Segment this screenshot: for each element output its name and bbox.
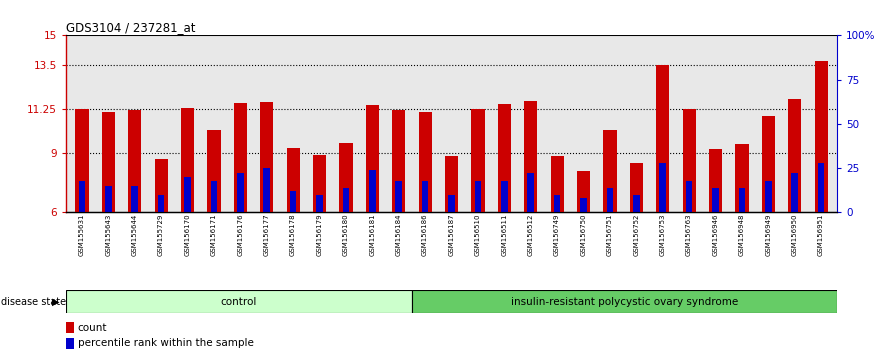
Text: insulin-resistant polycystic ovary syndrome: insulin-resistant polycystic ovary syndr… bbox=[511, 297, 738, 307]
Bar bbox=[158, 195, 165, 212]
Text: control: control bbox=[220, 297, 257, 307]
Bar bbox=[738, 188, 745, 212]
Bar bbox=[551, 156, 564, 212]
Bar bbox=[211, 181, 218, 212]
Bar bbox=[554, 195, 560, 212]
Bar bbox=[524, 101, 537, 212]
Bar bbox=[316, 195, 322, 212]
Bar bbox=[105, 186, 112, 212]
Bar bbox=[762, 116, 775, 212]
Bar bbox=[633, 195, 640, 212]
Bar bbox=[498, 104, 511, 212]
Bar bbox=[392, 110, 405, 212]
Bar bbox=[501, 181, 507, 212]
Bar bbox=[683, 109, 696, 212]
Bar bbox=[154, 159, 167, 212]
Bar bbox=[422, 181, 428, 212]
Bar bbox=[207, 130, 220, 212]
Bar bbox=[607, 188, 613, 212]
Bar bbox=[66, 322, 74, 333]
Bar bbox=[181, 108, 194, 212]
Bar bbox=[66, 290, 411, 313]
Bar bbox=[581, 198, 587, 212]
Bar bbox=[128, 110, 141, 212]
Bar bbox=[131, 186, 138, 212]
Text: ▶: ▶ bbox=[52, 297, 60, 307]
Bar bbox=[712, 188, 719, 212]
Bar bbox=[630, 163, 643, 212]
Bar bbox=[528, 173, 534, 212]
Bar bbox=[339, 143, 352, 212]
Bar bbox=[418, 112, 432, 212]
Text: disease state: disease state bbox=[1, 297, 66, 307]
Bar bbox=[184, 177, 191, 212]
Bar bbox=[471, 109, 485, 212]
Bar bbox=[736, 144, 749, 212]
Bar bbox=[366, 105, 379, 212]
Bar bbox=[237, 173, 244, 212]
Bar bbox=[788, 99, 802, 212]
Bar bbox=[313, 155, 326, 212]
Text: percentile rank within the sample: percentile rank within the sample bbox=[78, 338, 254, 348]
Bar bbox=[765, 181, 772, 212]
Bar bbox=[659, 163, 666, 212]
Bar bbox=[263, 168, 270, 212]
Bar bbox=[445, 156, 458, 212]
Bar bbox=[603, 130, 617, 212]
Bar bbox=[233, 103, 247, 212]
Bar bbox=[577, 171, 590, 212]
Bar bbox=[656, 65, 670, 212]
Bar bbox=[101, 112, 115, 212]
Bar bbox=[685, 181, 692, 212]
Bar bbox=[66, 338, 74, 349]
Bar bbox=[75, 109, 88, 212]
Text: count: count bbox=[78, 322, 107, 332]
Bar bbox=[815, 61, 828, 212]
Bar bbox=[475, 181, 481, 212]
Bar bbox=[286, 148, 300, 212]
Bar bbox=[78, 181, 85, 212]
Text: GDS3104 / 237281_at: GDS3104 / 237281_at bbox=[66, 21, 196, 34]
Bar bbox=[396, 181, 402, 212]
Bar bbox=[260, 102, 273, 212]
Bar bbox=[290, 191, 296, 212]
Bar bbox=[343, 188, 349, 212]
Bar bbox=[448, 195, 455, 212]
Bar bbox=[818, 163, 825, 212]
Bar bbox=[709, 149, 722, 212]
Bar bbox=[369, 170, 375, 212]
Bar bbox=[791, 173, 798, 212]
Bar bbox=[411, 290, 837, 313]
